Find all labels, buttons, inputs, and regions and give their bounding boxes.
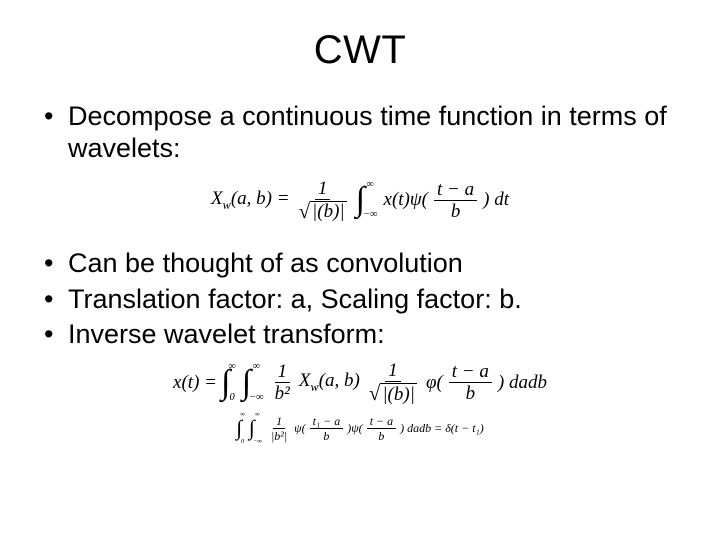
slide-title: CWT — [34, 28, 686, 73]
bullet-2: Can be thought of as convolution — [40, 248, 686, 280]
formula-inverse-block: x(t) = ∫ ∞0 ∫ ∞−∞ 1 b² Xw(a, b) 1 √| — [34, 361, 686, 445]
bullet-4: Inverse wavelet transform: — [40, 319, 686, 351]
bullet-list-2: Can be thought of as convolution Transla… — [40, 248, 686, 352]
bullet-list: Decompose a continuous time function in … — [40, 101, 686, 165]
bullet-1: Decompose a continuous time function in … — [40, 101, 686, 165]
slide: CWT Decompose a continuous time function… — [0, 0, 720, 540]
formula-cwt-expr: Xw(a, b) = 1 √|(b)| ∫ ∞−∞ x(t)ψ( t − a b… — [211, 179, 509, 222]
formula-inverse: x(t) = ∫ ∞0 ∫ ∞−∞ 1 b² Xw(a, b) 1 √| — [173, 361, 547, 404]
formula-delta-identity: ∫ ∞0 ∫ ∞−∞ 1 |b²| ψ( t₁ − a b )ψ( — [236, 412, 483, 445]
formula-cwt: Xw(a, b) = 1 √|(b)| ∫ ∞−∞ x(t)ψ( t − a b… — [34, 179, 686, 222]
bullet-3: Translation factor: a, Scaling factor: b… — [40, 284, 686, 316]
